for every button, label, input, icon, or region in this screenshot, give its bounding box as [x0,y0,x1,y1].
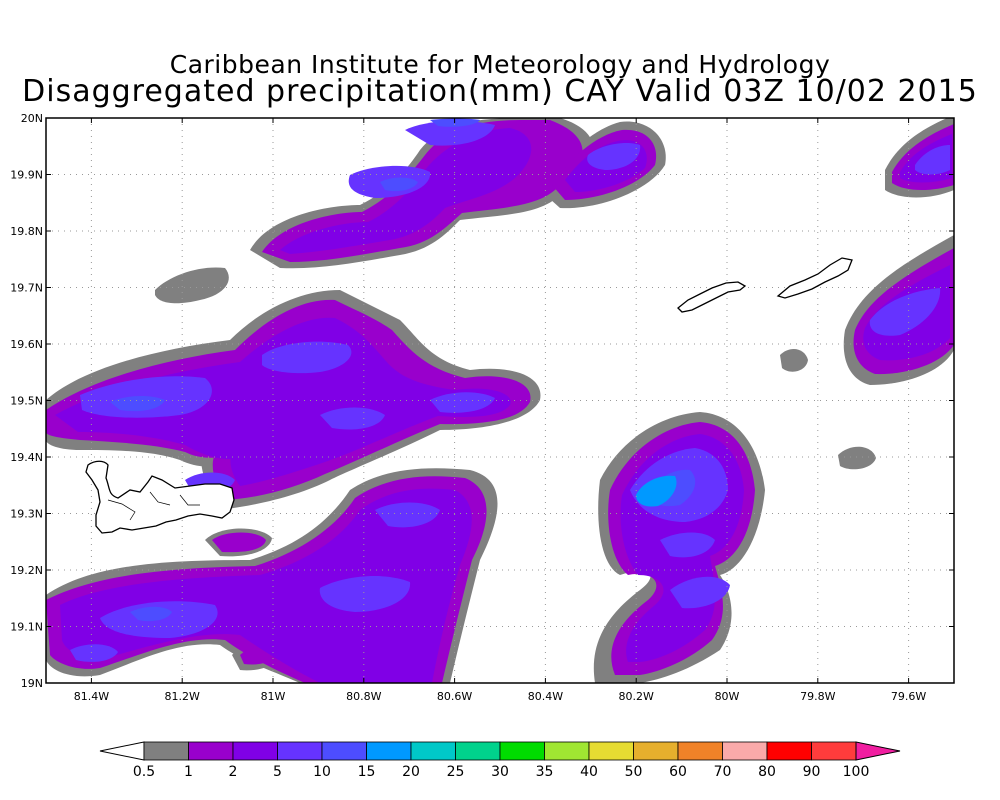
colorbar-label: 70 [714,764,732,780]
y-tick-label: 19.2N [10,564,43,577]
x-tick-label: 80.4W [528,690,563,703]
colorbar-bin [455,741,501,761]
x-tick-label: 80.8W [346,690,381,703]
colorbar-label: 40 [580,764,598,780]
colorbar-bin [143,741,189,761]
colorbar-bin [410,741,456,761]
x-tick-label: 80W [715,690,740,703]
colorbar: 0.5 1 2 5 10 15 20 25 30 35 40 50 60 70 80 90 100 [99,741,901,780]
y-axis: 19N 19.1N 19.2N 19.3N 19.4N 19.5N 19.6N 19.7N 19… [10,112,954,690]
colorbar-label: 60 [669,764,687,780]
colorbar-bin [277,741,323,761]
colorbar-bin [366,741,412,761]
chart-title-line2: Disaggregated precipitation(mm) CAY Vali… [22,74,978,109]
island-outlines [85,257,853,534]
colorbar-label: 1 [184,764,193,780]
x-tick-label: 79.6W [891,690,926,703]
colorbar-bin [633,741,679,761]
colorbar-bin [588,741,634,761]
y-tick-label: 20N [21,112,43,125]
x-tick-label: 81W [261,690,286,703]
colorbar-bin [321,741,367,761]
island-grand-cayman [85,460,235,534]
colorbar-bin [677,741,723,761]
colorbar-label: 20 [402,764,420,780]
chart-title-line1: Caribbean Institute for Meteorology and … [169,50,831,79]
colorbar-label: 0.5 [133,764,155,780]
colorbar-label: 5 [273,764,282,780]
colorbar-bin [499,741,545,761]
y-tick-label: 19.6N [10,338,43,351]
y-tick-label: 19.5N [10,395,43,408]
colorbar-label: 90 [803,764,821,780]
colorbar-label: 25 [447,764,465,780]
colorbar-bin [766,741,812,761]
x-tick-label: 80.6W [437,690,472,703]
colorbar-bin [544,741,590,761]
island-little-cayman [677,281,747,313]
y-tick-label: 19.9N [10,169,43,182]
precip-level-15 [636,475,677,507]
colorbar-label: 30 [491,764,509,780]
colorbar-label: 100 [843,764,870,780]
colorbar-label: 50 [625,764,643,780]
y-tick-label: 19.1N [10,621,43,634]
x-tick-label: 80.2W [619,690,654,703]
colorbar-bin [811,741,857,761]
colorbar-label: 80 [758,764,776,780]
colorbar-bin [232,741,278,761]
colorbar-over-arrow [855,741,901,761]
colorbar-under-arrow [99,741,145,761]
x-tick-label: 81.2W [165,690,200,703]
colorbar-label: 35 [536,764,554,780]
x-tick-label: 79.8W [800,690,835,703]
y-tick-label: 19N [21,677,43,690]
colorbar-label: 2 [229,764,238,780]
x-tick-label: 81.4W [74,690,109,703]
x-axis: 81.4W 81.2W 81W 80.8W 80.6W 80.4W 80.2W 80W 79.8… [74,118,926,703]
colorbar-label: 15 [358,764,376,780]
y-tick-label: 19.8N [10,225,43,238]
island-cayman-brac [776,257,853,299]
y-tick-label: 19.3N [10,508,43,521]
colorbar-bin [722,741,768,761]
y-tick-label: 19.4N [10,451,43,464]
y-tick-label: 19.7N [10,282,43,295]
colorbar-bin [188,741,234,761]
colorbar-label: 10 [313,764,331,780]
precipitation-field [46,118,954,683]
